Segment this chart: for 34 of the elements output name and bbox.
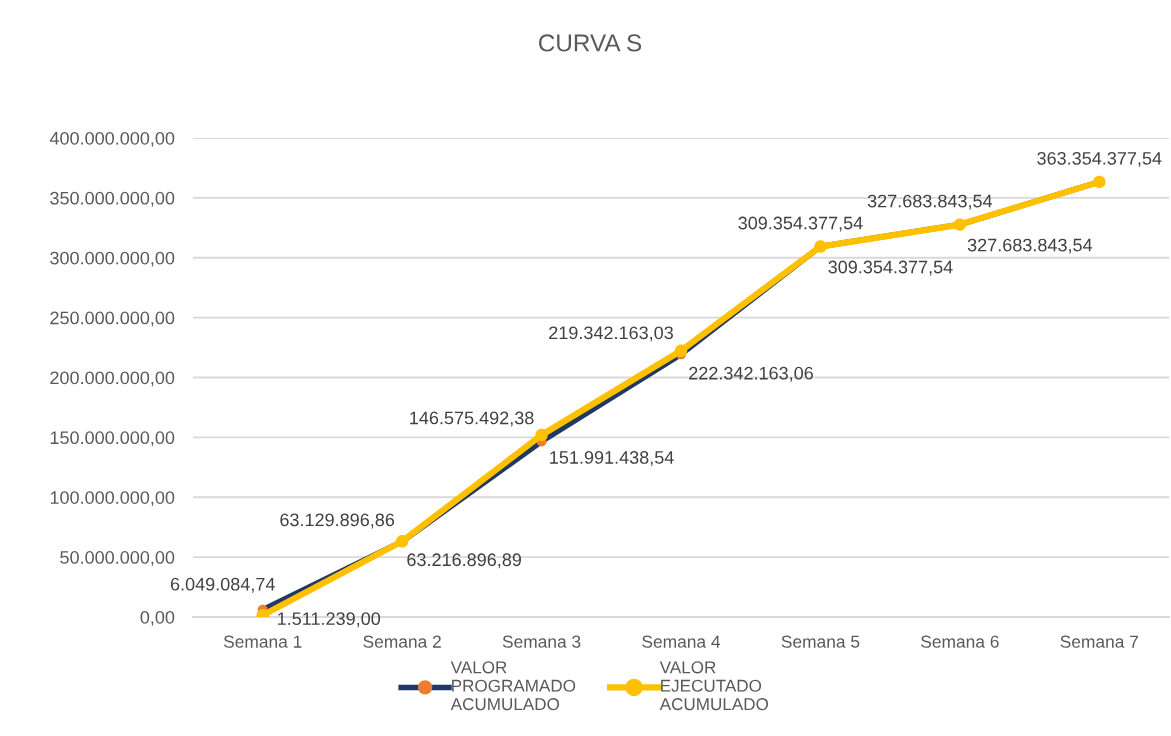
data-label: 363.354.377,54 (1037, 151, 1162, 167)
x-tick-label: Semana 2 (363, 635, 441, 648)
data-label: 309.354.377,54 (828, 260, 953, 276)
x-tick-label: Semana 3 (502, 635, 581, 648)
data-label: 6.049.084,74 (170, 577, 275, 593)
x-tick-label: Semana 7 (1060, 635, 1138, 648)
data-label: 1.511.239,00 (278, 612, 381, 628)
y-tick-label: 100.000.000,00 (50, 491, 175, 507)
data-label: 146.575.492,38 (410, 411, 534, 427)
x-tick-label: Semana 6 (921, 635, 999, 648)
data-label: 309.354.377,54 (738, 216, 863, 232)
y-tick-label: 300.000.000,00 (50, 251, 175, 267)
point (535, 428, 548, 442)
x-tick-label: Semana 1 (223, 635, 302, 648)
data-label: 151.991.438,54 (550, 451, 674, 466)
y-tick-label: 400.000.000,00 (49, 131, 175, 147)
x-tick-label: Semana 5 (781, 635, 860, 648)
y-tick-label: 50.000.000,00 (60, 551, 175, 566)
chart-title: CURVA S (538, 34, 642, 52)
data-label: 219.342.163,03 (549, 326, 673, 342)
data-label: 63.129.896,86 (280, 513, 395, 529)
point (674, 344, 688, 357)
y-tick-label: 0,00 (140, 610, 175, 626)
data-label: 222.342.163,06 (689, 366, 813, 382)
y-tick-label: 350.000.000,00 (50, 191, 175, 207)
data-label: 327.683.843,54 (967, 238, 1093, 254)
legend-label: VALOR PROGRAMADO ACUMULADO (450, 661, 576, 711)
data-label: 63.216.896,89 (407, 553, 522, 569)
y-tick-label: 200.000.000,00 (50, 371, 175, 387)
y-tick-label: 250.000.000,00 (50, 311, 175, 327)
x-tick-label: Semana 4 (642, 635, 721, 648)
legend-label: VALOR EJECUTADO ACUMULADO (659, 661, 769, 711)
y-tick-label: 150.000.000,00 (50, 431, 175, 447)
data-label: 327.683.843,54 (867, 194, 993, 210)
